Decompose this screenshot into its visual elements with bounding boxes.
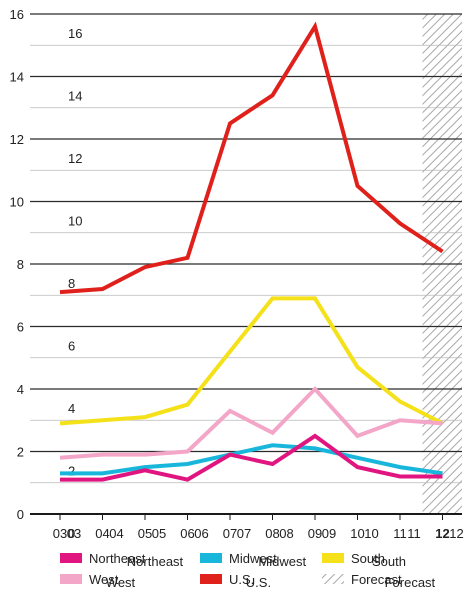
x-tick-echo-label: 12 [449, 526, 463, 541]
legend-swatch-west [60, 574, 82, 584]
x-tick-echo-label: 11 [407, 526, 421, 541]
legend-label-west: West [89, 572, 119, 587]
y-tick-echo-label: 14 [68, 89, 82, 104]
x-tick-label: 05 [138, 526, 152, 541]
y-tick-echo-label: 0 [68, 526, 75, 541]
y-tick-label: 8 [17, 257, 24, 272]
x-tick-label: 09 [308, 526, 322, 541]
y-tick-echo-label: 12 [68, 151, 82, 166]
x-tick-echo-label: 09 [322, 526, 336, 541]
legend-swatch-forecast [322, 574, 344, 584]
x-tick-echo-label: 07 [237, 526, 251, 541]
series-line-south [59, 296, 444, 426]
legend-label-midwest: Midwest [229, 551, 277, 566]
legend-echo-label-u-s: U.S. [246, 575, 271, 590]
y-tick-echo-label: 4 [68, 401, 75, 416]
x-tick-label: 06 [180, 526, 194, 541]
grid-lines [30, 13, 462, 520]
legend-label-south: South [351, 551, 385, 566]
series-line-midwest [60, 443, 443, 476]
legend-swatch-northeast [60, 553, 82, 563]
x-tick-label: 08 [265, 526, 279, 541]
x-tick-echo-label: 06 [194, 526, 208, 541]
legend-echo-label-west: West [106, 575, 136, 590]
y-tick-echo-label: 6 [68, 339, 75, 354]
y-tick-label: 4 [17, 382, 24, 397]
y-tick-echo-label: 16 [68, 26, 82, 41]
y-tick-label: 2 [17, 445, 24, 460]
x-tick-echo-label: 10 [364, 526, 378, 541]
x-tick-label: 07 [223, 526, 237, 541]
y-axis-tick-labels: 0 2 4 6 8 10 12 14 16 [10, 7, 24, 522]
legend-swatch-midwest [200, 553, 222, 563]
series-line-u-s [59, 21, 444, 295]
x-tick-echo-label: 08 [279, 526, 293, 541]
y-tick-echo-label: 8 [68, 276, 75, 291]
x-tick-label: 03 [53, 526, 67, 541]
series-line-west [59, 386, 443, 460]
y-tick-label: 10 [10, 195, 24, 210]
legend-echo-label-south: South [372, 554, 406, 569]
series-line-northeast [60, 433, 443, 482]
y-tick-label: 14 [10, 70, 24, 85]
x-tick-label: 11 [393, 526, 407, 541]
x-axis-tick-labels: 03 03 04 04 05 05 06 06 07 07 08 08 09 09 10 10 11 11 12 12 [53, 526, 464, 541]
x-tick-echo-label: 03 [67, 526, 81, 541]
y-tick-label: 12 [10, 132, 24, 147]
legend-label-u-s: U.S. [229, 572, 254, 587]
y-tick-label: 0 [17, 507, 24, 522]
legend-echo-label-northeast: Northeast [127, 554, 184, 569]
legend-label-forecast: Forecast [351, 572, 402, 587]
y-tick-echo-label: 10 [68, 214, 82, 229]
x-tick-echo-label: 05 [152, 526, 166, 541]
series-lines [59, 21, 444, 482]
y-tick-echo-label: 2 [68, 464, 75, 479]
x-tick-label: 04 [95, 526, 109, 541]
x-tick-label: 10 [350, 526, 364, 541]
legend-echo-label-forecast: Forecast [385, 575, 436, 590]
x-tick-label: 12 [435, 526, 449, 541]
x-tick-echo-label: 04 [109, 526, 123, 541]
legend-label-northeast: Northeast [89, 551, 146, 566]
legend-swatch-south [322, 553, 344, 563]
legend-swatch-u-s [200, 574, 222, 584]
y-axis-echo-labels: 0 2 4 6 8 10 12 14 16 [68, 26, 82, 541]
y-tick-label: 16 [10, 7, 24, 22]
y-tick-label: 6 [17, 320, 24, 335]
legend-echo-label-midwest: Midwest [258, 554, 306, 569]
